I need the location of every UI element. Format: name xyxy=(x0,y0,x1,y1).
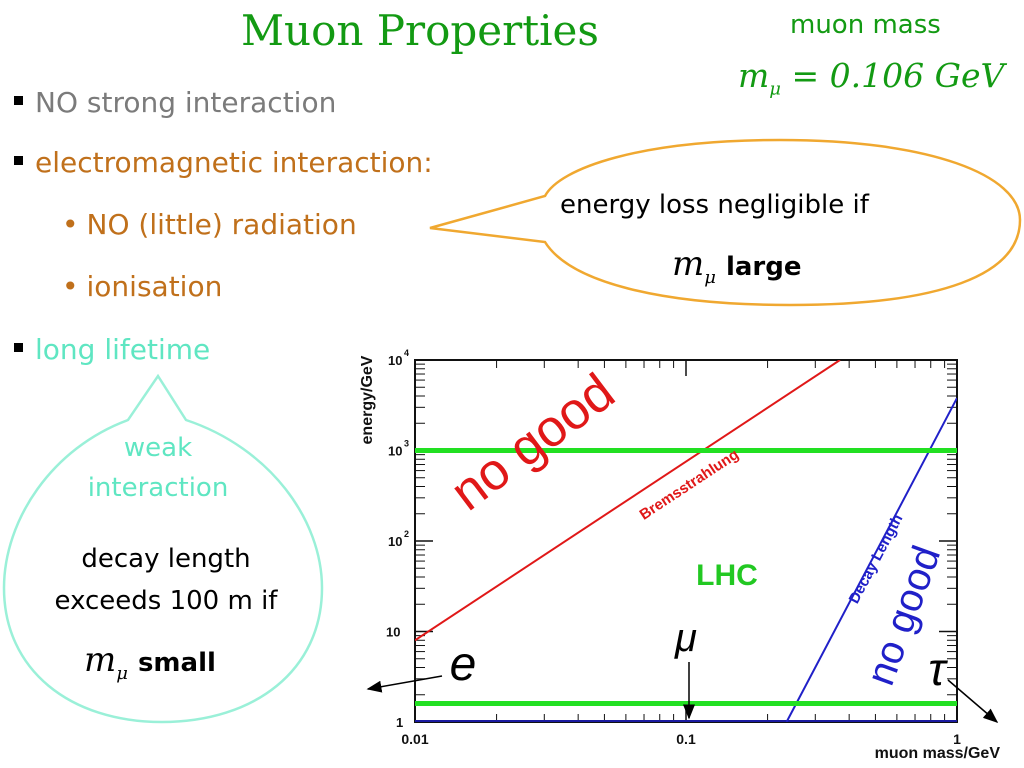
interaction-line: interaction xyxy=(87,473,229,503)
series-line-bremsstrahlung xyxy=(415,360,841,642)
x-tick-label: 1 xyxy=(953,731,961,747)
dot-bullet-icon: • xyxy=(62,208,79,241)
bullet-text: NO (little) radiation xyxy=(86,208,357,241)
x-axis-label: muon mass/GeV xyxy=(875,745,1001,762)
y-tick-exponent: 3 xyxy=(404,439,409,449)
y-tick-label: 10 xyxy=(388,444,402,459)
mass-symbol: mμ xyxy=(672,244,716,288)
y-tick-label: 10 xyxy=(388,353,402,368)
mass-subscript: μ xyxy=(769,78,781,100)
weak-interaction-label: weak interaction xyxy=(40,428,276,508)
bullet-electromagnetic: electromagnetic interaction: xyxy=(14,146,433,179)
y-tick-exponent: 2 xyxy=(404,529,409,539)
plot-frame xyxy=(414,359,958,723)
square-bullet-icon xyxy=(14,342,23,352)
lhc-label: LHC xyxy=(696,559,758,592)
dot-bullet-icon: • xyxy=(62,270,79,303)
mass-symbol: mμ xyxy=(84,640,128,684)
tau-symbol: τ xyxy=(928,643,948,695)
bullet-text: NO strong interaction xyxy=(35,86,337,119)
y-tick-exponent: 4 xyxy=(404,348,409,358)
y-axis-label: energy/GeV xyxy=(359,355,376,444)
y-tick-label: 1 xyxy=(396,715,403,730)
y-tick-label: 10 xyxy=(388,534,402,549)
energy-speech-bubble xyxy=(429,138,1022,307)
tau-arrow xyxy=(947,679,999,723)
decay-length-text: decay length exceeds 100 m if xyxy=(18,538,314,622)
electron-arrow xyxy=(366,675,443,693)
x-tick-label: 0.1 xyxy=(676,731,696,747)
muon-mass-equation: mμ = 0.106 GeV xyxy=(738,56,1004,100)
electron-symbol: e xyxy=(450,638,477,691)
decay-line-2: exceeds 100 m if xyxy=(54,586,278,616)
muon-symbol: μ xyxy=(674,616,697,660)
condition-word: large xyxy=(725,252,802,282)
condition-word: small xyxy=(137,648,216,678)
bullet-text: electromagnetic interaction: xyxy=(35,146,433,179)
energy-bubble-text: energy loss negligible if xyxy=(560,190,869,220)
lifetime-bubble-condition: mμ small xyxy=(84,640,216,684)
bullet-text: ionisation xyxy=(86,270,223,303)
bullet-text: long lifetime xyxy=(35,333,211,366)
bullet-lifetime: long lifetime xyxy=(14,333,210,366)
mass-value: = 0.106 GeV xyxy=(791,56,1005,95)
weak-line: weak xyxy=(123,433,193,463)
slide-title: Muon Properties xyxy=(241,6,599,55)
square-bullet-icon xyxy=(14,155,23,165)
bullet-strong: NO strong interaction xyxy=(14,86,336,119)
sub-bullet-ionisation: • ionisation xyxy=(62,270,222,303)
lifetime-speech-bubble xyxy=(2,373,324,724)
square-bullet-icon xyxy=(14,95,23,105)
muon-mass-label: muon mass xyxy=(790,10,941,40)
decay-line-1: decay length xyxy=(81,544,251,574)
x-tick-label: 0.01 xyxy=(401,731,428,747)
sub-bullet-radiation: • NO (little) radiation xyxy=(62,208,357,241)
mass-symbol: m xyxy=(738,56,770,95)
plot-area xyxy=(415,360,957,722)
y-tick-label: 10 xyxy=(386,625,400,640)
energy-bubble-condition: mμ large xyxy=(672,244,801,288)
